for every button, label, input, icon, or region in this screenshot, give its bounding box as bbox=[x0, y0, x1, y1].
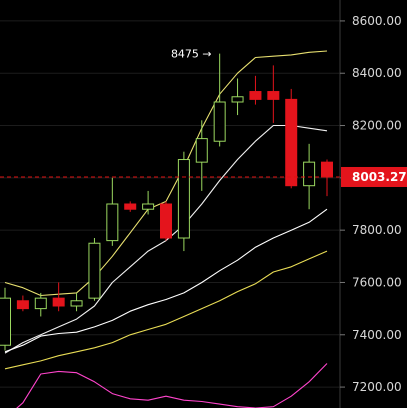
candle bbox=[52, 282, 65, 312]
candle bbox=[88, 238, 101, 301]
current-price-tag: 8003.27 bbox=[341, 166, 407, 187]
candle-body bbox=[0, 297, 11, 346]
candle bbox=[285, 88, 298, 189]
candle bbox=[34, 292, 47, 317]
high-annotation: 8475 → bbox=[171, 48, 212, 61]
series-line-0 bbox=[4, 50, 328, 297]
candle-body bbox=[303, 161, 316, 187]
candle bbox=[195, 120, 208, 191]
series-line-4 bbox=[16, 363, 328, 408]
candle-body bbox=[52, 297, 65, 307]
candle bbox=[16, 295, 29, 312]
candle-body bbox=[106, 203, 119, 242]
candle bbox=[267, 65, 280, 123]
current-price-tag-background bbox=[341, 166, 407, 187]
candle bbox=[213, 53, 226, 147]
candles bbox=[0, 53, 333, 351]
y-tick-label: 7400.00 bbox=[352, 328, 402, 342]
candle bbox=[0, 287, 11, 351]
y-tick-label: 7600.00 bbox=[352, 275, 402, 289]
y-tick-label: 8400.00 bbox=[352, 66, 402, 80]
y-tick-label: 8200.00 bbox=[352, 119, 402, 133]
candle bbox=[321, 159, 333, 197]
candle-body bbox=[142, 203, 155, 210]
candle-body bbox=[213, 101, 226, 142]
candle-body bbox=[124, 203, 137, 210]
candle-body bbox=[249, 91, 262, 100]
candle-body bbox=[34, 297, 47, 310]
y-tick-label: 7800.00 bbox=[352, 223, 402, 237]
current-price-label: 8003.27 bbox=[352, 170, 407, 184]
candle bbox=[160, 201, 172, 241]
candle-body bbox=[267, 91, 280, 100]
price-axis[interactable]: 8600.008400.008200.008000.007800.007600.… bbox=[340, 14, 402, 394]
candle bbox=[142, 190, 155, 215]
candle bbox=[231, 78, 244, 116]
y-tick-label: 7200.00 bbox=[352, 380, 402, 394]
candle bbox=[249, 75, 262, 105]
y-tick-label: 8600.00 bbox=[352, 14, 402, 28]
candle-body bbox=[70, 300, 83, 307]
candle-body bbox=[177, 159, 190, 239]
series-line-2 bbox=[4, 208, 328, 353]
candle bbox=[177, 151, 190, 252]
candle bbox=[106, 177, 119, 246]
candle-body bbox=[16, 300, 29, 310]
candle bbox=[124, 201, 137, 212]
candle-body bbox=[160, 203, 172, 239]
candle-body bbox=[195, 138, 208, 163]
candle-body bbox=[321, 161, 333, 178]
series-line-3 bbox=[4, 250, 328, 370]
candle-body bbox=[88, 242, 101, 299]
high-annotation-label: 8475 → bbox=[171, 48, 212, 61]
candle-body bbox=[231, 96, 244, 103]
candle-body bbox=[285, 98, 298, 187]
candle bbox=[70, 292, 83, 312]
